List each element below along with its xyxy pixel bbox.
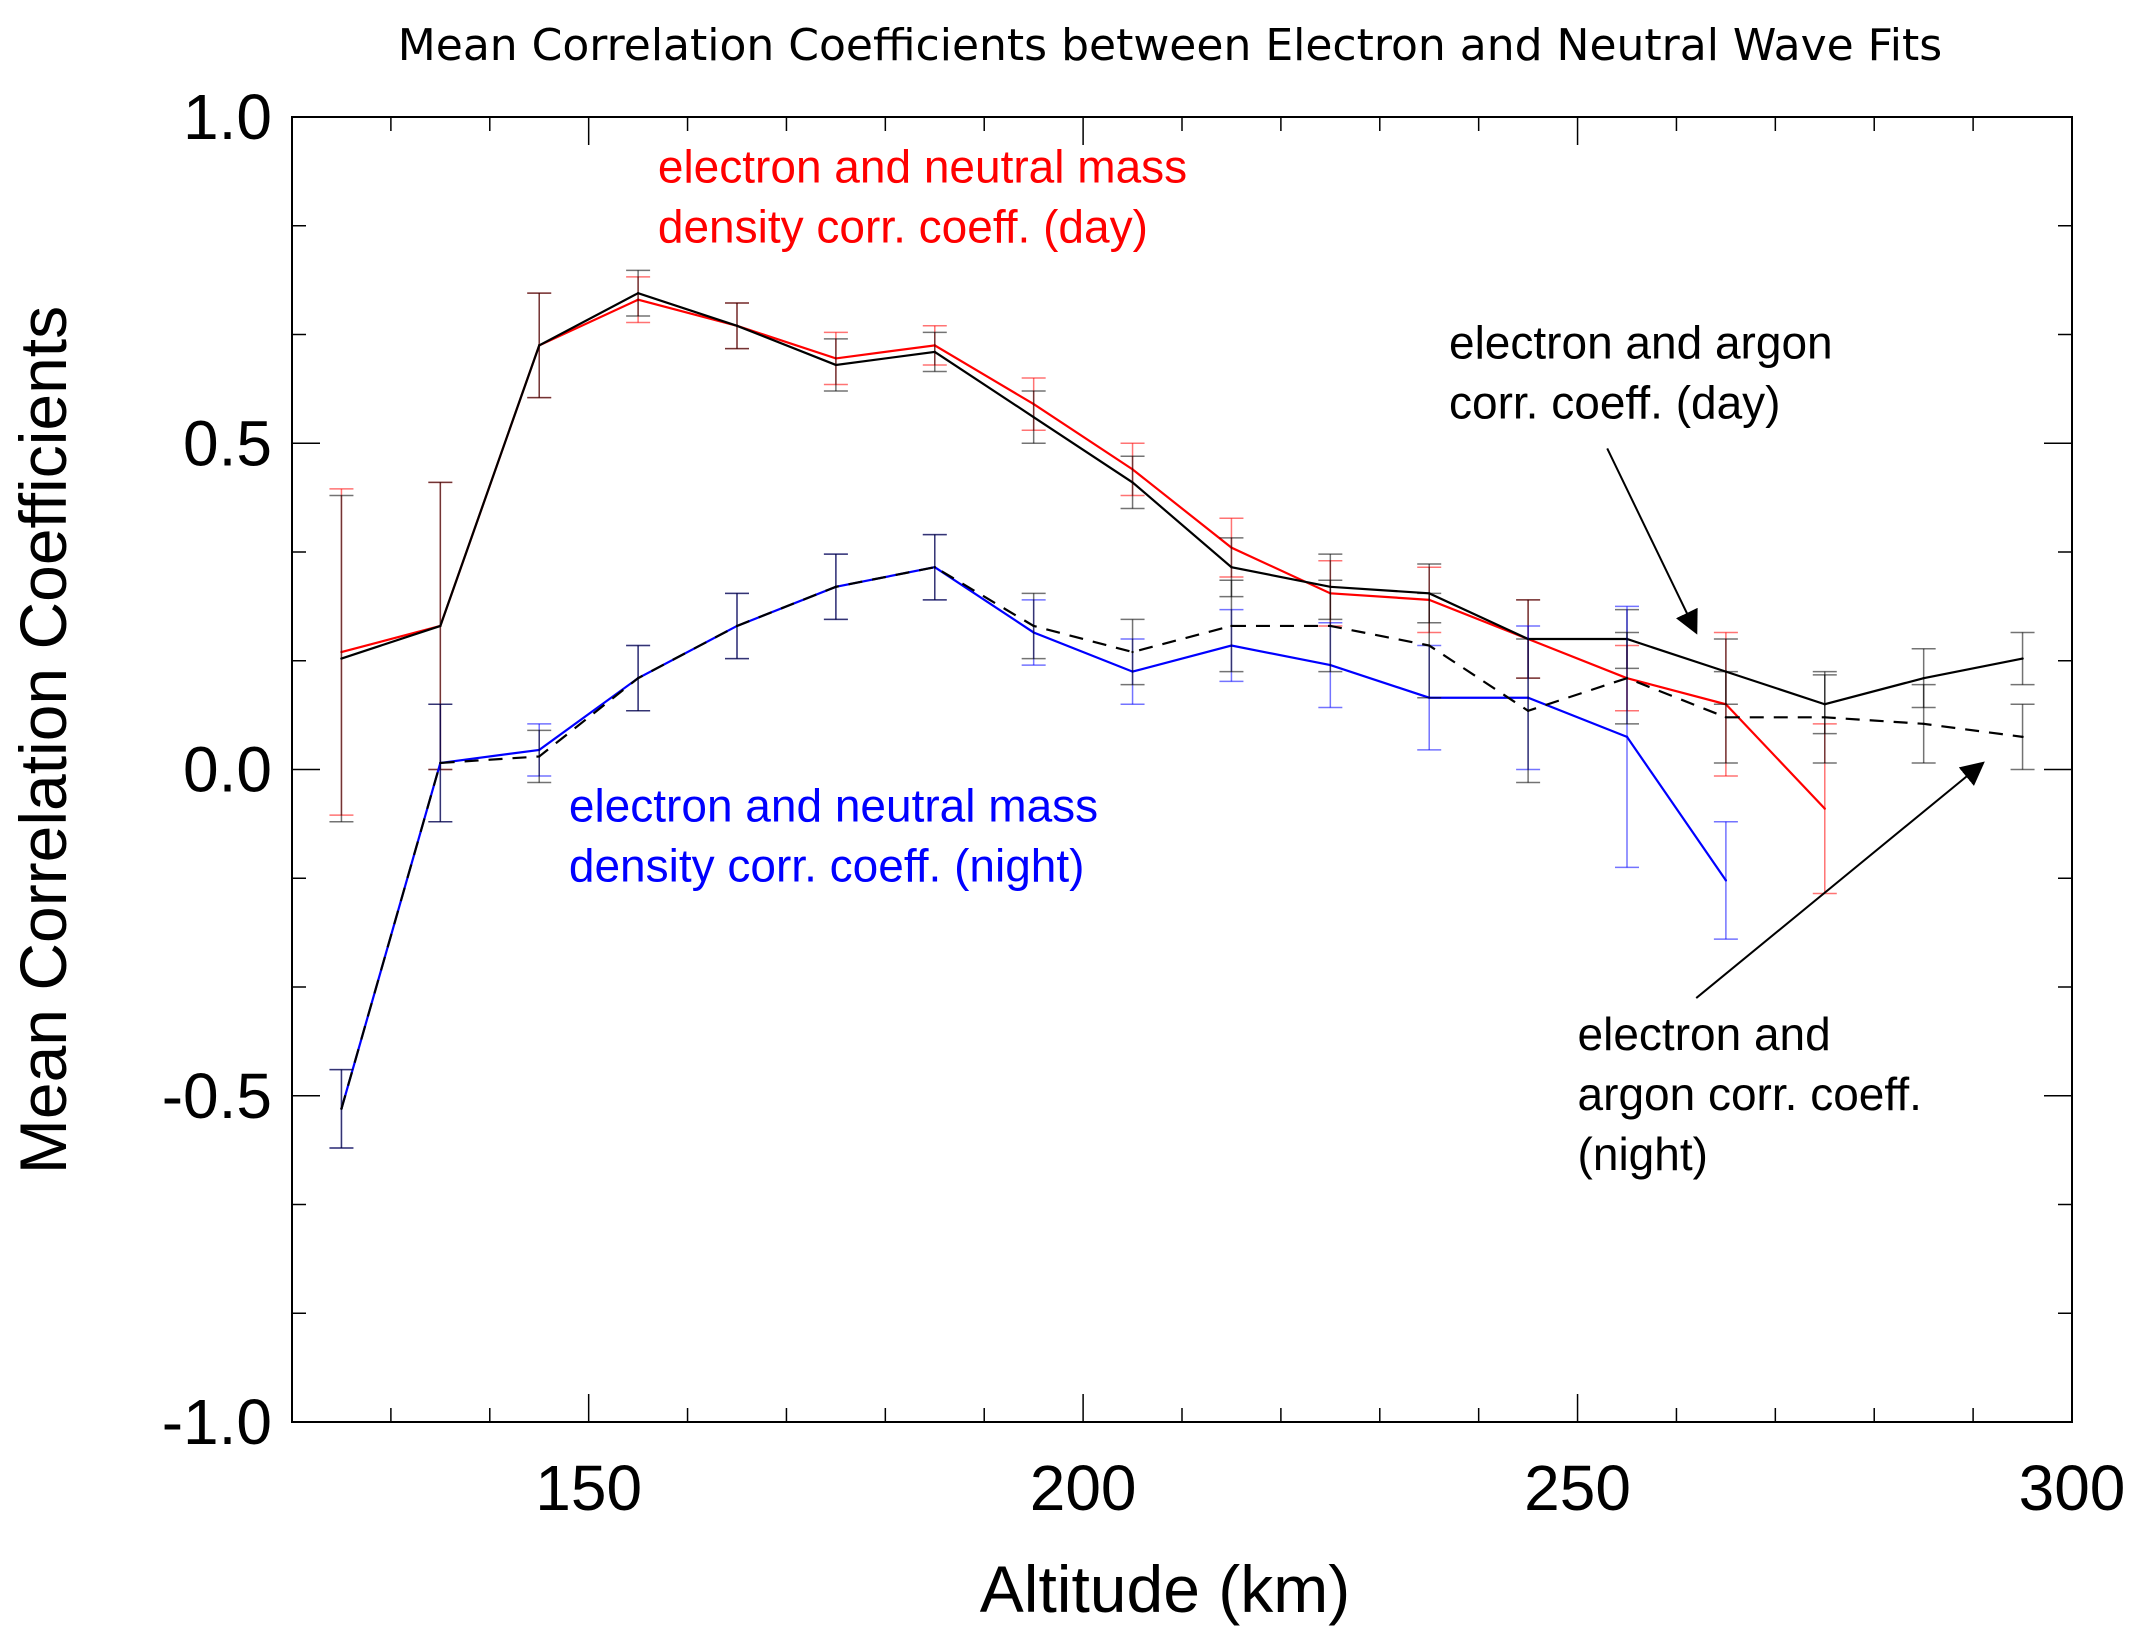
data-point: [1625, 735, 1629, 739]
chart-title: Mean Correlation Coefficients between El…: [398, 20, 1942, 71]
data-point: [439, 761, 442, 765]
data-point: [1526, 709, 1530, 712]
data-point: [1922, 676, 1925, 680]
data-point: [1625, 676, 1629, 680]
annotation-text: density corr. coeff. (night): [569, 840, 1085, 892]
plot-area: 150 200 250 300 -1.0 -0.5 0.0 0.5 1.0 electron an…: [162, 81, 2126, 1524]
data-point: [1724, 716, 1728, 719]
data-point: [933, 350, 936, 354]
series-line: [341, 291, 2023, 706]
annotation-text: electron and argon: [1449, 316, 1833, 368]
data-point: [538, 344, 541, 347]
annotation-text: corr. coeff. (day): [1449, 376, 1781, 428]
data-point: [1922, 722, 1925, 726]
series-line: [341, 298, 1826, 810]
x-tick-label: 300: [2019, 1452, 2126, 1524]
data-point: [1032, 624, 1035, 628]
data-point: [1329, 624, 1332, 628]
data-point: [1724, 879, 1728, 882]
data-point: [2021, 657, 2024, 660]
y-tick-label: 0.0: [183, 734, 272, 806]
y-tick-label: 0.5: [183, 407, 272, 479]
data-point: [735, 624, 739, 628]
annotation-arrow: [1695, 761, 1985, 999]
data-point: [2021, 735, 2024, 739]
data-point: [834, 585, 838, 588]
data-point: [636, 291, 640, 295]
data-point: [933, 566, 936, 569]
annotation-text: density corr. coeff. (day): [658, 200, 1148, 252]
data-point: [439, 624, 442, 628]
annotation-2: electron and neutral mass density corr. c…: [569, 780, 1098, 892]
y-axis-label: Mean Correlation Coefficients: [6, 306, 80, 1174]
data-point: [636, 676, 640, 680]
annotation-arrow: [1606, 447, 1698, 635]
x-axis-label: Altitude (km): [980, 1552, 1350, 1626]
data-point: [834, 363, 838, 367]
data-point: [1131, 650, 1134, 654]
data-point: [340, 1107, 343, 1111]
series-line: [340, 566, 2023, 1110]
data-point: [1823, 807, 1826, 810]
data-point: [735, 324, 739, 327]
y-tick-label: -1.0: [162, 1386, 272, 1458]
data-point: [340, 657, 343, 660]
data-point: [1131, 481, 1134, 484]
annotation-text: electron and neutral mass: [658, 140, 1187, 192]
y-tick-label: 1.0: [183, 81, 272, 153]
annotation-0: electron and neutral mass density corr. c…: [658, 140, 1187, 252]
x-tick-label: 200: [1030, 1452, 1137, 1524]
data-point: [1230, 624, 1233, 628]
x-tick-label: 250: [1524, 1452, 1631, 1524]
data-point: [1428, 644, 1431, 647]
series-3: [329, 533, 2035, 1149]
annotation-1: electron and argon corr. coeff. (day): [1449, 316, 1833, 635]
data-point: [1230, 566, 1233, 569]
x-tick-label: 150: [535, 1452, 642, 1524]
annotation-text: argon corr. coeff.: [1578, 1068, 1922, 1120]
annotation-text: (night): [1578, 1128, 1708, 1180]
data-point: [1823, 716, 1826, 719]
annotation-text: electron and: [1578, 1008, 1831, 1060]
y-tick-label: -0.5: [162, 1060, 272, 1132]
annotation-text: electron and neutral mass: [569, 780, 1098, 832]
data-point: [1032, 415, 1035, 419]
data-point: [538, 755, 541, 758]
annotation-3: electron and argon corr. coeff. (night): [1578, 761, 1985, 1180]
